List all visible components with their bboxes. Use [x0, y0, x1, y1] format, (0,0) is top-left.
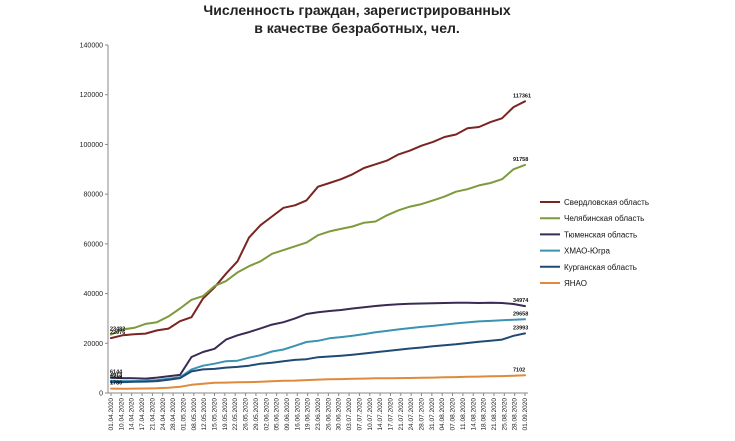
x-tick-label: 28.08.2020	[512, 398, 519, 431]
x-tick-label: 04.08.2020	[439, 398, 446, 431]
x-tick-label: 11.08.2020	[460, 398, 467, 430]
x-tick-label: 15.05.2020	[212, 398, 219, 431]
series-line-4	[110, 318, 526, 383]
y-tick-label: 60000	[84, 241, 104, 248]
x-tick-label: 22.05.2020	[232, 398, 239, 431]
series-line-1	[110, 100, 526, 340]
x-tick-label: 05.06.2020	[274, 398, 281, 431]
y-tick-label: 0	[99, 391, 103, 398]
legend-label: Курганская область	[564, 263, 637, 272]
y-tick-label: 20000	[84, 341, 104, 348]
x-tick-label: 21.07.2020	[398, 398, 405, 431]
x-tick-label: 02.06.2020	[263, 398, 270, 431]
legend-label: Тюменская область	[564, 230, 637, 239]
x-tick-label: 07.08.2020	[450, 398, 457, 431]
x-tick-label: 16.06.2020	[294, 398, 301, 431]
x-tick-label: 21.08.2020	[491, 398, 498, 431]
x-tick-label: 19.06.2020	[305, 398, 312, 431]
x-tick-label: 18.08.2020	[481, 398, 488, 431]
x-tick-label: 29.05.2020	[253, 398, 260, 431]
series-line-5	[110, 332, 526, 384]
x-tick-label: 03.07.2020	[346, 398, 353, 431]
data-label: 91758	[513, 157, 528, 163]
x-tick-label: 31.07.2020	[429, 398, 436, 431]
legend-label: Свердловская область	[564, 198, 649, 207]
legend-label: Челябинская область	[564, 214, 644, 223]
x-tick-label: 17.04.2020	[139, 398, 146, 431]
data-label: 23993	[513, 325, 528, 331]
legend-label: ХМАО-Югра	[564, 247, 610, 256]
data-label: 7102	[513, 367, 525, 373]
x-tick-label: 08.05.2020	[191, 398, 198, 431]
x-tick-label: 26.05.2020	[243, 398, 250, 431]
x-tick-label: 01.04.2020	[108, 398, 115, 431]
y-tick-label: 80000	[84, 192, 104, 199]
x-tick-label: 24.07.2020	[408, 398, 415, 431]
data-label: 22076	[110, 330, 125, 336]
x-tick-label: 10.04.2020	[118, 398, 125, 431]
x-tick-label: 24.04.2020	[160, 398, 167, 431]
x-tick-label: 14.07.2020	[377, 398, 384, 431]
x-tick-label: 19.05.2020	[222, 398, 229, 431]
chart-data-labels: 22076 117361 23482 91758 6144 34974 4913 29658 4…	[110, 93, 531, 386]
series-line-6	[110, 374, 526, 390]
x-tick-label: 28.04.2020	[170, 398, 177, 431]
chart-axes: 0 20000 40000 60000 80000 100000 120000 140000 0…	[80, 43, 529, 431]
legend-label: ЯНАО	[564, 279, 587, 288]
x-tick-label: 07.07.2020	[356, 398, 363, 431]
chart-title-line1: Численность граждан, зарегистрированных	[203, 2, 510, 18]
x-tick-label: 01.05.2020	[180, 398, 187, 431]
data-label: 34974	[513, 298, 529, 304]
x-tick-label: 21.04.2020	[149, 398, 156, 431]
y-tick-label: 120000	[80, 92, 103, 99]
x-tick-label: 10.07.2020	[367, 398, 374, 431]
y-tick-label: 140000	[80, 43, 103, 50]
x-tick-label: 30.06.2020	[336, 398, 343, 431]
chart-title-line2: в качестве безработных, чел.	[254, 20, 460, 36]
x-tick-label: 23.06.2020	[315, 398, 322, 431]
x-tick-label: 14.04.2020	[129, 398, 136, 431]
x-tick-label: 01.09.2020	[522, 398, 529, 431]
data-label: 6144	[110, 370, 123, 376]
data-label: 23482	[110, 327, 125, 333]
x-tick-label: 28.07.2020	[419, 398, 426, 431]
chart-legend: Свердловская область Челябинская область Т…	[540, 198, 649, 288]
data-label: 1780	[110, 381, 122, 387]
x-tick-label: 09.06.2020	[284, 398, 291, 431]
series-line-3	[110, 301, 526, 380]
x-tick-label: 12.05.2020	[201, 398, 208, 431]
x-tick-label: 25.08.2020	[501, 398, 508, 431]
y-tick-label: 100000	[80, 142, 103, 149]
x-tick-label: 14.08.2020	[470, 398, 477, 431]
chart-series	[110, 100, 526, 390]
series-line-2	[110, 163, 526, 336]
data-label: 117361	[513, 93, 531, 99]
y-tick-label: 40000	[84, 291, 104, 298]
x-tick-label: 26.06.2020	[325, 398, 332, 431]
x-tick-label: 17.07.2020	[387, 398, 394, 431]
data-label: 4318	[110, 374, 122, 380]
data-label: 4913	[110, 373, 122, 379]
data-label: 29658	[513, 311, 528, 317]
